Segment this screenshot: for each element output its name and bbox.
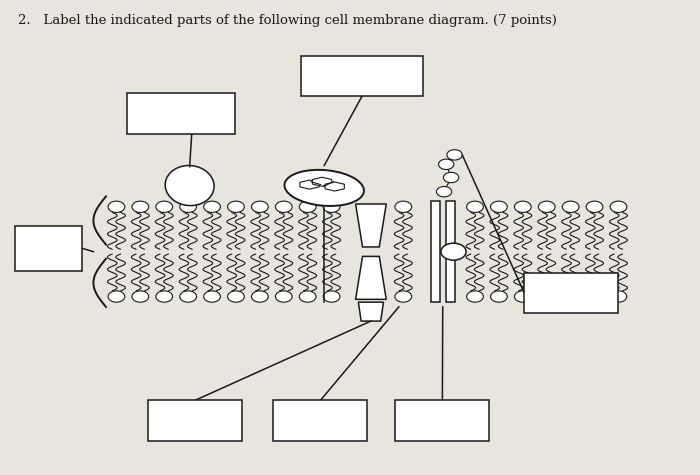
Circle shape bbox=[441, 243, 466, 260]
Bar bbox=[301, 56, 424, 96]
Circle shape bbox=[300, 201, 316, 212]
Circle shape bbox=[204, 201, 220, 212]
Circle shape bbox=[562, 201, 579, 212]
Circle shape bbox=[180, 201, 197, 212]
Circle shape bbox=[437, 187, 452, 197]
Circle shape bbox=[251, 201, 268, 212]
Circle shape bbox=[108, 291, 125, 302]
Circle shape bbox=[275, 201, 292, 212]
Circle shape bbox=[156, 201, 173, 212]
Circle shape bbox=[610, 291, 626, 302]
Circle shape bbox=[438, 159, 454, 170]
Circle shape bbox=[491, 201, 508, 212]
Circle shape bbox=[467, 291, 484, 302]
Circle shape bbox=[132, 291, 148, 302]
Text: 2.   Label the indicated parts of the following cell membrane diagram. (7 points: 2. Label the indicated parts of the foll… bbox=[18, 14, 556, 27]
Circle shape bbox=[538, 201, 555, 212]
Circle shape bbox=[514, 201, 531, 212]
Bar bbox=[524, 273, 618, 313]
Circle shape bbox=[586, 201, 603, 212]
Circle shape bbox=[156, 291, 173, 302]
Ellipse shape bbox=[165, 165, 214, 206]
Polygon shape bbox=[358, 302, 384, 321]
Bar bbox=[127, 94, 235, 133]
Bar bbox=[431, 201, 440, 302]
Polygon shape bbox=[356, 256, 386, 299]
Ellipse shape bbox=[284, 170, 364, 206]
Bar bbox=[148, 400, 242, 440]
Circle shape bbox=[447, 150, 462, 160]
Circle shape bbox=[300, 291, 316, 302]
Polygon shape bbox=[325, 182, 344, 191]
Polygon shape bbox=[356, 204, 386, 247]
Polygon shape bbox=[312, 177, 332, 186]
Bar bbox=[445, 201, 454, 302]
Polygon shape bbox=[300, 180, 319, 189]
Circle shape bbox=[586, 291, 603, 302]
Circle shape bbox=[204, 291, 220, 302]
Circle shape bbox=[251, 291, 268, 302]
Circle shape bbox=[275, 291, 292, 302]
Circle shape bbox=[228, 201, 244, 212]
Circle shape bbox=[610, 201, 626, 212]
Circle shape bbox=[467, 201, 484, 212]
Circle shape bbox=[108, 201, 125, 212]
Bar bbox=[273, 400, 368, 440]
Circle shape bbox=[132, 201, 148, 212]
Circle shape bbox=[562, 291, 579, 302]
Circle shape bbox=[491, 291, 508, 302]
Bar bbox=[395, 400, 489, 440]
Circle shape bbox=[395, 201, 412, 212]
Circle shape bbox=[323, 291, 340, 302]
Circle shape bbox=[228, 291, 244, 302]
Circle shape bbox=[443, 172, 459, 183]
Bar bbox=[15, 226, 82, 271]
Circle shape bbox=[514, 291, 531, 302]
Circle shape bbox=[395, 291, 412, 302]
Circle shape bbox=[323, 201, 340, 212]
Circle shape bbox=[538, 291, 555, 302]
Circle shape bbox=[180, 291, 197, 302]
